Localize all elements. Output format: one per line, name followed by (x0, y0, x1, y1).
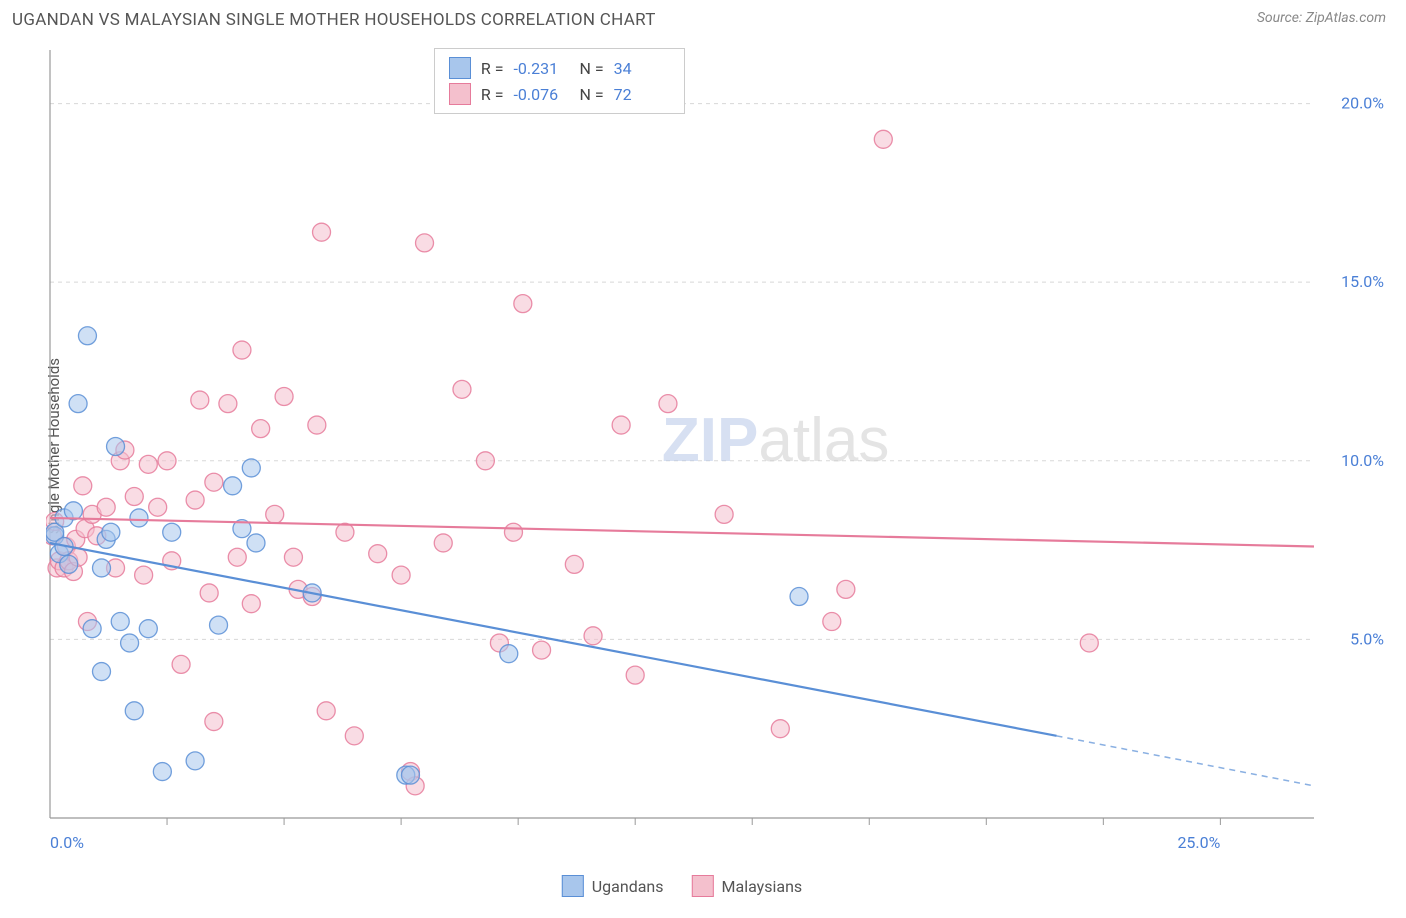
r-label: R = (481, 85, 504, 104)
chart-header: UGANDAN VS MALAYSIAN SINGLE MOTHER HOUSE… (0, 0, 1406, 30)
chart-source: Source: ZipAtlas.com (1257, 10, 1386, 26)
n-label: N = (579, 85, 603, 104)
chart-area: Single Mother Households ZIPatlas5.0%10.… (46, 42, 1390, 850)
stats-legend: R = -0.231 N = 34 R = -0.076 N = 72 (434, 48, 685, 114)
series-legend: Ugandans Malaysians (562, 854, 802, 918)
n-value: 72 (614, 85, 670, 104)
n-label: N = (579, 59, 603, 78)
svg-text:10.0%: 10.0% (1341, 451, 1384, 470)
legend-item: Malaysians (692, 854, 803, 918)
svg-text:20.0%: 20.0% (1341, 94, 1384, 113)
svg-text:0.0%: 0.0% (50, 833, 84, 850)
r-label: R = (481, 59, 504, 78)
n-value: 34 (614, 59, 670, 78)
legend-swatch (692, 875, 714, 897)
r-value: -0.231 (513, 59, 569, 78)
legend-label: Malaysians (722, 877, 803, 896)
r-value: -0.076 (513, 85, 569, 104)
scatter-plot: ZIPatlas 5.0% 10.0% 15.0% 20.0% 0.0% 25.0% (46, 42, 1390, 850)
legend-label: Ugandans (592, 877, 664, 896)
svg-text:15.0%: 15.0% (1341, 272, 1384, 291)
svg-text:5.0%: 5.0% (1350, 629, 1384, 648)
svg-text:25.0%: 25.0% (1177, 833, 1220, 850)
legend-swatch (449, 57, 471, 79)
chart-title: UGANDAN VS MALAYSIAN SINGLE MOTHER HOUSE… (12, 10, 656, 30)
legend-swatch (562, 875, 584, 897)
svg-text:ZIPatlas: ZIPatlas (662, 406, 889, 475)
legend-item: Ugandans (562, 854, 664, 918)
legend-swatch (449, 83, 471, 105)
